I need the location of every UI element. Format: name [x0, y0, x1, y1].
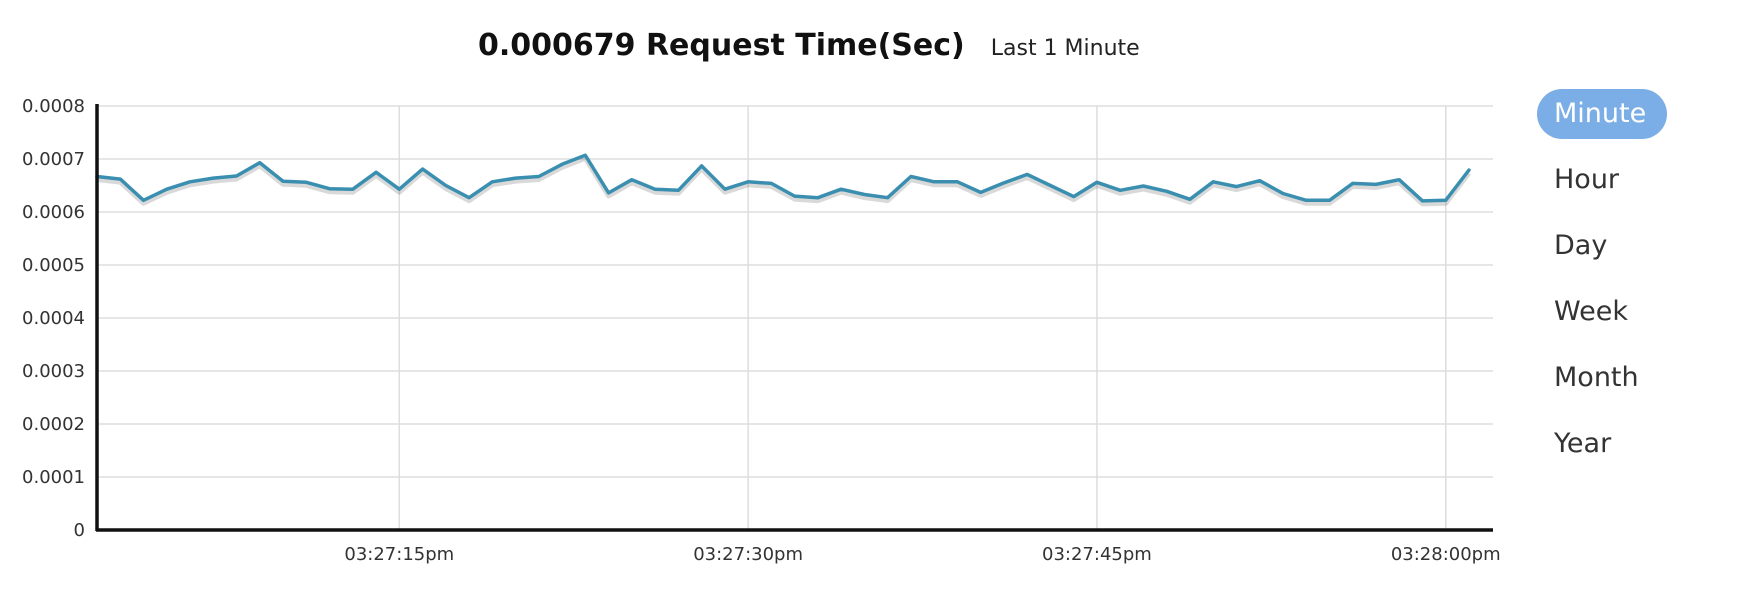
y-tick-label: 0.0003	[22, 361, 85, 382]
range-option-week[interactable]: Week	[1554, 296, 1628, 327]
y-tick-label: 0.0001	[22, 467, 85, 488]
chart-subtitle: Last 1 Minute	[990, 36, 1140, 61]
range-option-hour[interactable]: Hour	[1554, 164, 1620, 195]
y-tick-label: 0.0006	[22, 202, 85, 223]
series-line-shadow	[96, 155, 1471, 207]
range-option-minute[interactable]: Minute	[1537, 89, 1667, 139]
x-tick-label: 03:27:45pm	[1042, 544, 1152, 565]
y-tick-label: 0.0007	[22, 149, 85, 170]
x-tick-label: 03:28:00pm	[1391, 544, 1501, 565]
y-tick-label: 0.0002	[22, 414, 85, 435]
range-option-year[interactable]: Year	[1554, 428, 1612, 459]
range-option-month[interactable]: Month	[1554, 362, 1639, 393]
time-range-menu: Minute Hour Day Week Month Year	[1537, 89, 1667, 485]
x-tick-label: 03:27:15pm	[344, 544, 454, 565]
x-tick-label: 03:27:30pm	[693, 544, 803, 565]
chart-header: 0.000679 Request Time(Sec) Last 1 Minute	[478, 28, 1140, 63]
y-tick-label: 0.0005	[22, 255, 85, 276]
range-option-day[interactable]: Day	[1554, 230, 1608, 261]
chart-title: 0.000679 Request Time(Sec)	[478, 28, 965, 63]
y-tick-label: 0.0004	[22, 308, 85, 329]
y-tick-label: 0	[74, 520, 85, 541]
series-line	[95, 153, 1471, 203]
y-tick-label: 0.0008	[22, 96, 85, 117]
